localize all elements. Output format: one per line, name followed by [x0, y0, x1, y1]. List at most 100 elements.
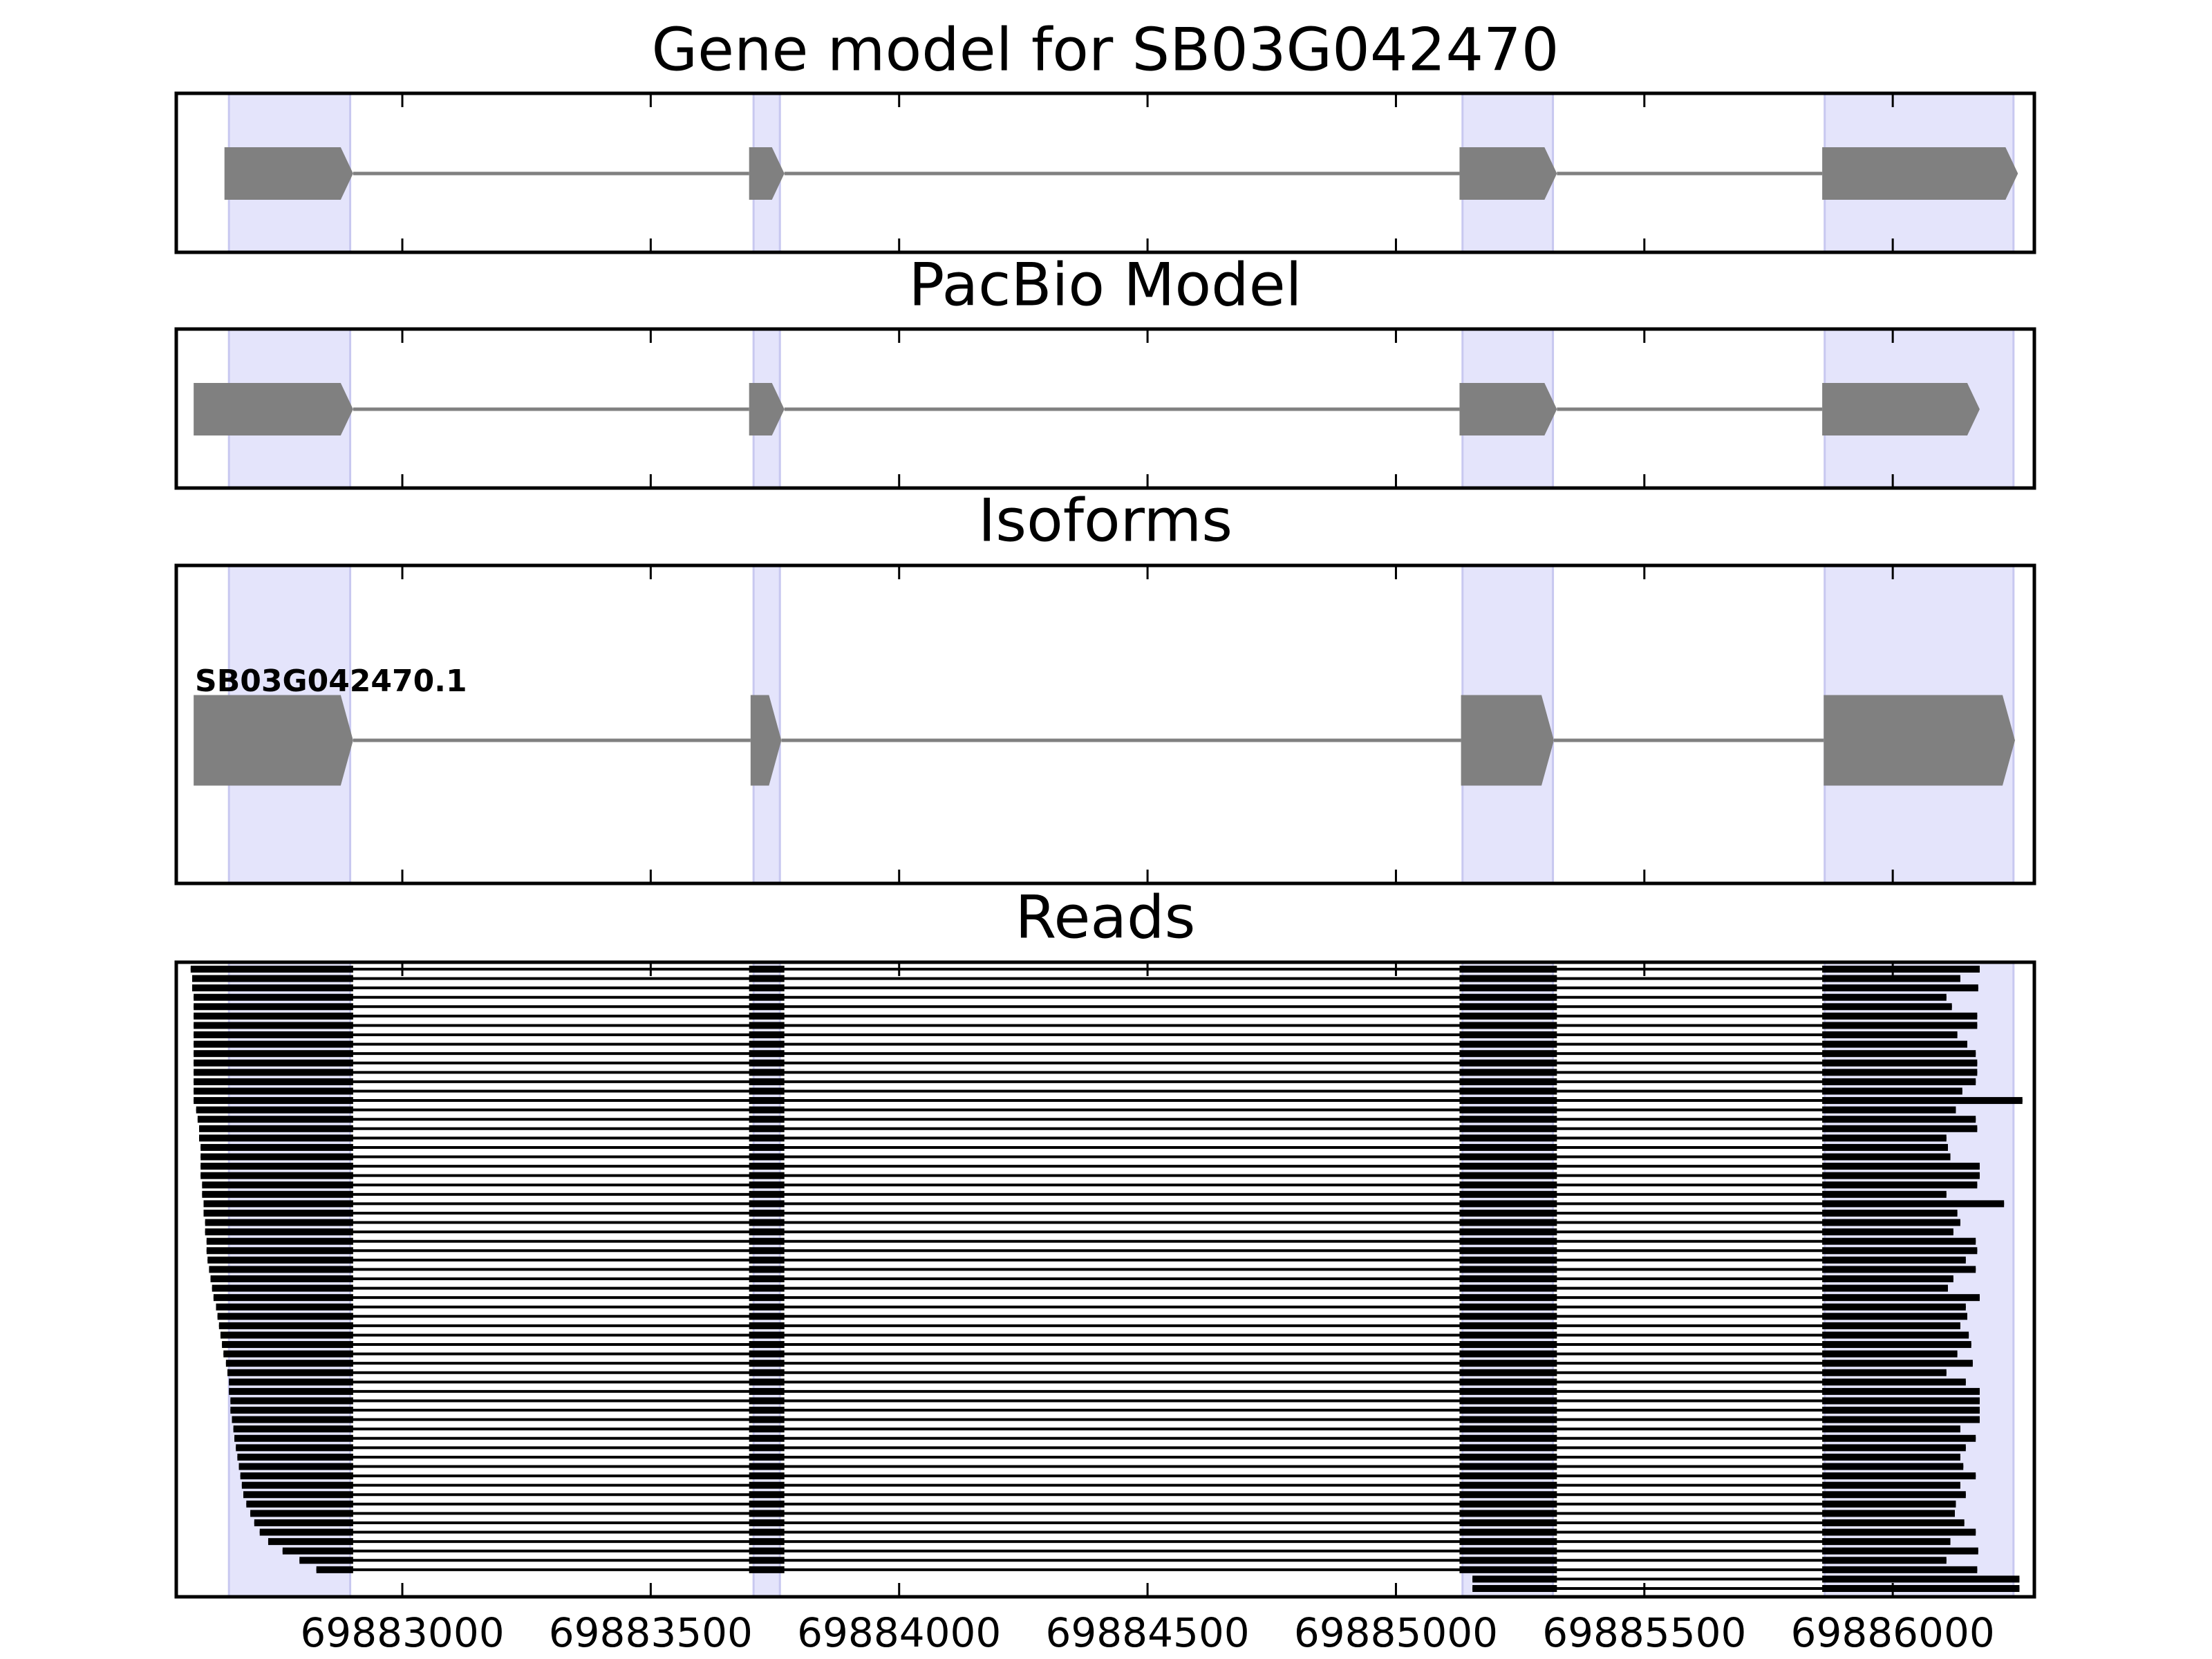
read-block: [749, 1369, 785, 1376]
read-block: [1459, 1190, 1557, 1198]
read-block: [227, 1369, 353, 1376]
read-block: [1822, 1387, 1980, 1395]
read-block: [749, 1069, 785, 1076]
read-block: [1459, 1172, 1557, 1179]
read-block: [1459, 1453, 1557, 1461]
read-block: [1822, 1566, 1978, 1573]
read-block: [1459, 984, 1557, 992]
read-block: [1822, 1116, 1976, 1123]
read-block: [749, 1190, 785, 1198]
isoform-label: SB03G042470.1: [195, 664, 467, 699]
read-block: [230, 1407, 353, 1414]
read-block: [259, 1528, 353, 1536]
read-block: [1822, 975, 1960, 982]
read-block: [1459, 1500, 1557, 1508]
read-block: [749, 1284, 785, 1292]
read-block: [1459, 1097, 1557, 1105]
x-tick-label: 69885500: [1542, 1609, 1746, 1656]
read-block: [749, 1557, 785, 1564]
read-block: [1472, 1585, 1557, 1592]
read-block: [243, 1491, 353, 1499]
read-block: [749, 1143, 785, 1151]
read-block: [203, 1200, 353, 1208]
read-block: [194, 1050, 353, 1058]
read-block: [1822, 1275, 1953, 1282]
exon: [1822, 383, 1980, 435]
read-block: [240, 1472, 353, 1480]
read-block: [749, 984, 785, 992]
read-block: [225, 1360, 353, 1367]
read-block: [210, 1275, 353, 1282]
read-block: [1459, 1481, 1557, 1489]
read-block: [1822, 1453, 1960, 1461]
read-block: [749, 1322, 785, 1329]
read-block: [749, 1031, 785, 1039]
read-block: [749, 1116, 785, 1123]
read-block: [1822, 1510, 1956, 1517]
exon: [749, 147, 785, 200]
read-block: [1459, 1163, 1557, 1170]
read-block: [1459, 1031, 1557, 1039]
read-block: [205, 1219, 353, 1226]
read-block: [233, 1425, 353, 1433]
axes-frame: [174, 563, 2036, 885]
read-block: [1822, 1284, 1948, 1292]
read-block: [191, 975, 353, 982]
read-block: [749, 1022, 785, 1029]
read-block: [1459, 1538, 1557, 1546]
read-block: [1459, 1322, 1557, 1329]
read-block: [230, 1397, 353, 1405]
read-block: [202, 1190, 353, 1198]
read-block: [1459, 1116, 1557, 1123]
read-block: [197, 1116, 353, 1123]
read-block: [749, 1200, 785, 1208]
read-block: [1459, 1022, 1557, 1029]
read-block: [749, 1444, 785, 1452]
read-block: [1822, 1331, 1969, 1339]
read-block: [1822, 1472, 1976, 1480]
read-block: [217, 1313, 353, 1320]
read-block: [749, 1547, 785, 1555]
read-block: [1459, 1528, 1557, 1536]
read-block: [1822, 1256, 1966, 1264]
read-block: [1822, 1434, 1976, 1442]
read-block: [1459, 1209, 1557, 1217]
x-tick-label: 69883500: [549, 1609, 753, 1656]
read-block: [1459, 1444, 1557, 1452]
read-block: [232, 1416, 353, 1423]
read-block: [316, 1566, 353, 1573]
read-block: [1459, 1256, 1557, 1264]
read-block: [213, 1294, 353, 1302]
read-block: [1459, 1557, 1557, 1564]
read-block: [749, 1463, 785, 1470]
read-block: [299, 1557, 353, 1564]
read-block: [1822, 1350, 1958, 1358]
read-block: [1459, 1566, 1557, 1573]
exon: [194, 695, 353, 786]
read-block: [1822, 1341, 1971, 1349]
x-tick-label: 69884500: [1045, 1609, 1249, 1656]
read-block: [749, 1134, 785, 1142]
read-block: [749, 1256, 785, 1264]
read-block: [1822, 1575, 2020, 1583]
read-block: [749, 1453, 785, 1461]
read-block: [223, 1350, 353, 1358]
read-block: [749, 1500, 785, 1508]
read-block: [1822, 1369, 1947, 1376]
read-block: [1822, 1181, 1978, 1189]
read-block: [1822, 1322, 1960, 1329]
read-block: [749, 1425, 785, 1433]
read-block: [1822, 1266, 1976, 1273]
read-block: [209, 1266, 353, 1273]
read-block: [749, 1172, 785, 1179]
read-block: [1459, 1472, 1557, 1480]
read-block: [238, 1463, 353, 1470]
read-block: [1822, 1200, 2005, 1208]
read-block: [1822, 1209, 1958, 1217]
read-block: [749, 1209, 785, 1217]
read-block: [1459, 1491, 1557, 1499]
read-block: [194, 1012, 353, 1020]
read-block: [1459, 1134, 1557, 1142]
x-tick-label: 69885000: [1294, 1609, 1498, 1656]
